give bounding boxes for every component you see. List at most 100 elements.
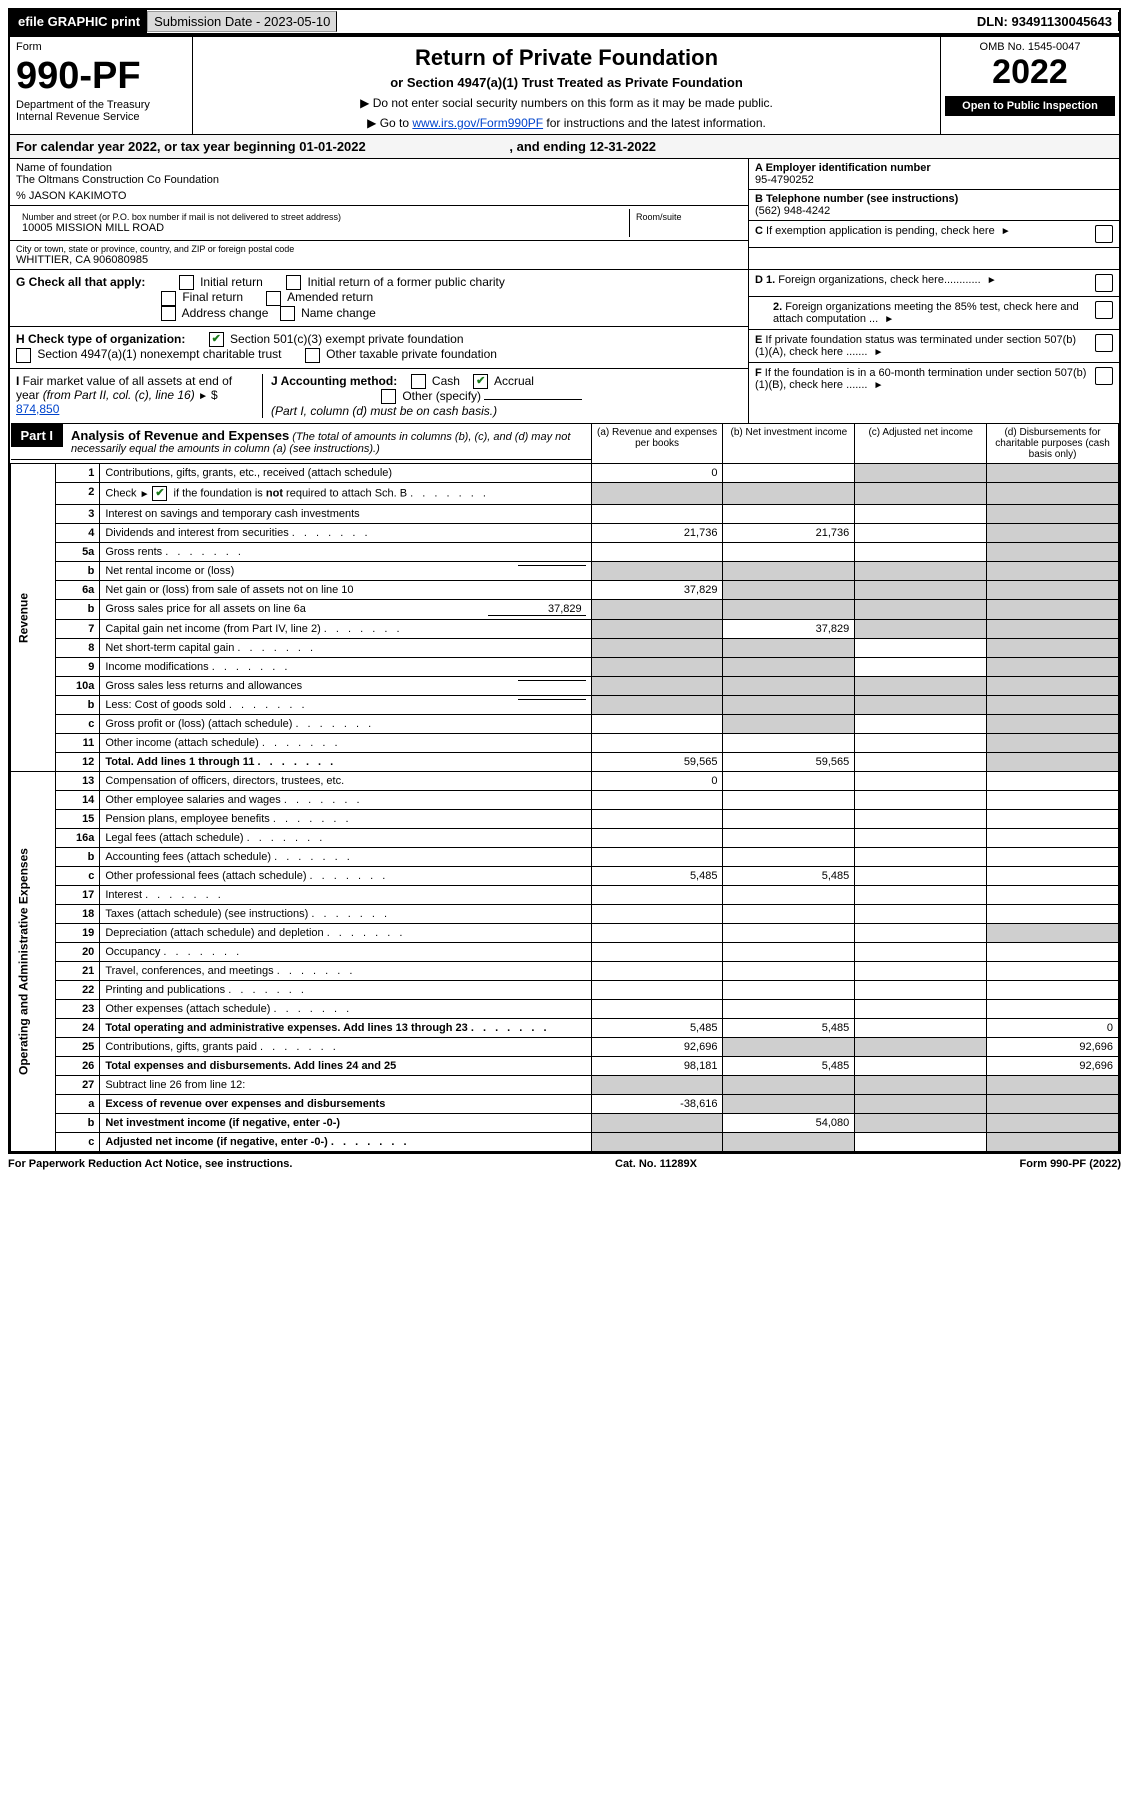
- line-desc: Depreciation (attach schedule) and deple…: [100, 924, 591, 943]
- form-container: Form 990-PF Department of the Treasury I…: [8, 35, 1121, 1154]
- line-number: 21: [55, 962, 100, 981]
- c-checkbox[interactable]: [1095, 225, 1113, 243]
- table-row: 7Capital gain net income (from Part IV, …: [11, 620, 1119, 639]
- fmv-link[interactable]: 874,850: [16, 402, 59, 416]
- table-row: 26Total expenses and disbursements. Add …: [11, 1057, 1119, 1076]
- table-row: 27Subtract line 26 from line 12:: [11, 1076, 1119, 1095]
- part1-label: Part I: [11, 424, 64, 447]
- top-bar: efile GRAPHIC print Submission Date - 20…: [8, 8, 1121, 35]
- tax-year: 2022: [945, 53, 1115, 92]
- side-label: Revenue: [11, 464, 56, 772]
- table-row: cAdjusted net income (if negative, enter…: [11, 1133, 1119, 1152]
- part1-header-row: Part I Analysis of Revenue and Expenses …: [11, 424, 1119, 464]
- address-cell: Number and street (or P.O. box number if…: [10, 206, 748, 241]
- table-row: Revenue1Contributions, gifts, grants, et…: [11, 464, 1119, 483]
- line-desc: Gross profit or (loss) (attach schedule)…: [100, 715, 591, 734]
- telephone: (562) 948-4242: [755, 205, 1113, 217]
- table-row: 20Occupancy . . . . . . .: [11, 943, 1119, 962]
- table-row: 5aGross rents . . . . . . .: [11, 543, 1119, 562]
- efile-print-button[interactable]: efile GRAPHIC print: [10, 10, 147, 33]
- table-row: 16aLegal fees (attach schedule) . . . . …: [11, 829, 1119, 848]
- ein-cell: A Employer identification number 95-4790…: [749, 159, 1119, 190]
- e-checkbox[interactable]: [1095, 334, 1113, 352]
- line-desc: Total. Add lines 1 through 11 . . . . . …: [100, 753, 591, 772]
- line-number: 8: [55, 639, 100, 658]
- other-method-check[interactable]: [381, 389, 396, 404]
- line-number: 7: [55, 620, 100, 639]
- g-row: G Check all that apply: Initial return I…: [10, 270, 748, 327]
- table-row: bNet rental income or (loss): [11, 562, 1119, 581]
- foundation-name-cell: Name of foundation The Oltmans Construct…: [10, 159, 748, 206]
- name-change-check[interactable]: [280, 306, 295, 321]
- dln: DLN: 93491130045643: [971, 12, 1119, 31]
- table-row: bAccounting fees (attach schedule) . . .…: [11, 848, 1119, 867]
- line-desc: Travel, conferences, and meetings . . . …: [100, 962, 591, 981]
- line-number: 14: [55, 791, 100, 810]
- info-right: A Employer identification number 95-4790…: [749, 159, 1119, 269]
- cash-check[interactable]: [411, 374, 426, 389]
- line-desc: Check if the foundation is not required …: [100, 483, 591, 505]
- initial-former-check[interactable]: [286, 275, 301, 290]
- info-left: Name of foundation The Oltmans Construct…: [10, 159, 749, 269]
- line-number: a: [55, 1095, 100, 1114]
- amended-check[interactable]: [266, 291, 281, 306]
- d2-checkbox[interactable]: [1095, 301, 1113, 319]
- table-row: aExcess of revenue over expenses and dis…: [11, 1095, 1119, 1114]
- d1-checkbox[interactable]: [1095, 274, 1113, 292]
- line-desc: Net gain or (loss) from sale of assets n…: [100, 581, 591, 600]
- table-row: 9Income modifications . . . . . . .: [11, 658, 1119, 677]
- line-desc: Other employee salaries and wages . . . …: [100, 791, 591, 810]
- line-number: 13: [55, 772, 100, 791]
- other-taxable-check[interactable]: [305, 348, 320, 363]
- table-row: 3Interest on savings and temporary cash …: [11, 505, 1119, 524]
- line-desc: Contributions, gifts, grants paid . . . …: [100, 1038, 591, 1057]
- table-row: 12Total. Add lines 1 through 11 . . . . …: [11, 753, 1119, 772]
- analysis-table: Part I Analysis of Revenue and Expenses …: [10, 423, 1119, 1152]
- initial-return-check[interactable]: [179, 275, 194, 290]
- line-desc: Other expenses (attach schedule) . . . .…: [100, 1000, 591, 1019]
- line-number: c: [55, 867, 100, 886]
- line-desc: Interest on savings and temporary cash i…: [100, 505, 591, 524]
- irs-link[interactable]: www.irs.gov/Form990PF: [412, 116, 543, 130]
- line-number: 15: [55, 810, 100, 829]
- line-desc: Gross sales less returns and allowances: [100, 677, 591, 696]
- accrual-check[interactable]: [473, 374, 488, 389]
- 4947-check[interactable]: [16, 348, 31, 363]
- f-checkbox[interactable]: [1095, 367, 1113, 385]
- footer-mid: Cat. No. 11289X: [615, 1158, 697, 1170]
- open-public: Open to Public Inspection: [945, 96, 1115, 116]
- table-row: bLess: Cost of goods sold . . . . . . .: [11, 696, 1119, 715]
- col-d-header: (d) Disbursements for charitable purpose…: [987, 424, 1119, 464]
- line-number: 16a: [55, 829, 100, 848]
- line-number: 27: [55, 1076, 100, 1095]
- table-row: bGross sales price for all assets on lin…: [11, 600, 1119, 620]
- line-number: 5a: [55, 543, 100, 562]
- line-desc: Total expenses and disbursements. Add li…: [100, 1057, 591, 1076]
- line-desc: Net short-term capital gain . . . . . . …: [100, 639, 591, 658]
- table-row: 10aGross sales less returns and allowanc…: [11, 677, 1119, 696]
- city-state-zip: WHITTIER, CA 906080985: [16, 254, 742, 266]
- table-row: 11Other income (attach schedule) . . . .…: [11, 734, 1119, 753]
- right-checks: D 1. Foreign organizations, check here..…: [749, 270, 1119, 423]
- 501c3-check[interactable]: [209, 332, 224, 347]
- col-a-header: (a) Revenue and expenses per books: [591, 424, 723, 464]
- line-number: 25: [55, 1038, 100, 1057]
- line-desc: Pension plans, employee benefits . . . .…: [100, 810, 591, 829]
- street-address: 10005 MISSION MILL ROAD: [22, 222, 623, 234]
- line-desc: Compensation of officers, directors, tru…: [100, 772, 591, 791]
- table-row: cOther professional fees (attach schedul…: [11, 867, 1119, 886]
- line-number: 9: [55, 658, 100, 677]
- table-row: 15Pension plans, employee benefits . . .…: [11, 810, 1119, 829]
- dept: Department of the Treasury: [16, 99, 186, 111]
- table-row: bNet investment income (if negative, ent…: [11, 1114, 1119, 1133]
- i-j-row: I Fair market value of all assets at end…: [10, 369, 748, 424]
- h-row: H Check type of organization: Section 50…: [10, 327, 748, 369]
- line-number: c: [55, 1133, 100, 1152]
- final-return-check[interactable]: [161, 291, 176, 306]
- page-footer: For Paperwork Reduction Act Notice, see …: [8, 1154, 1121, 1174]
- line-number: 3: [55, 505, 100, 524]
- line-desc: Gross sales price for all assets on line…: [100, 600, 591, 620]
- address-change-check[interactable]: [161, 306, 176, 321]
- line-desc: Dividends and interest from securities .…: [100, 524, 591, 543]
- line-number: 19: [55, 924, 100, 943]
